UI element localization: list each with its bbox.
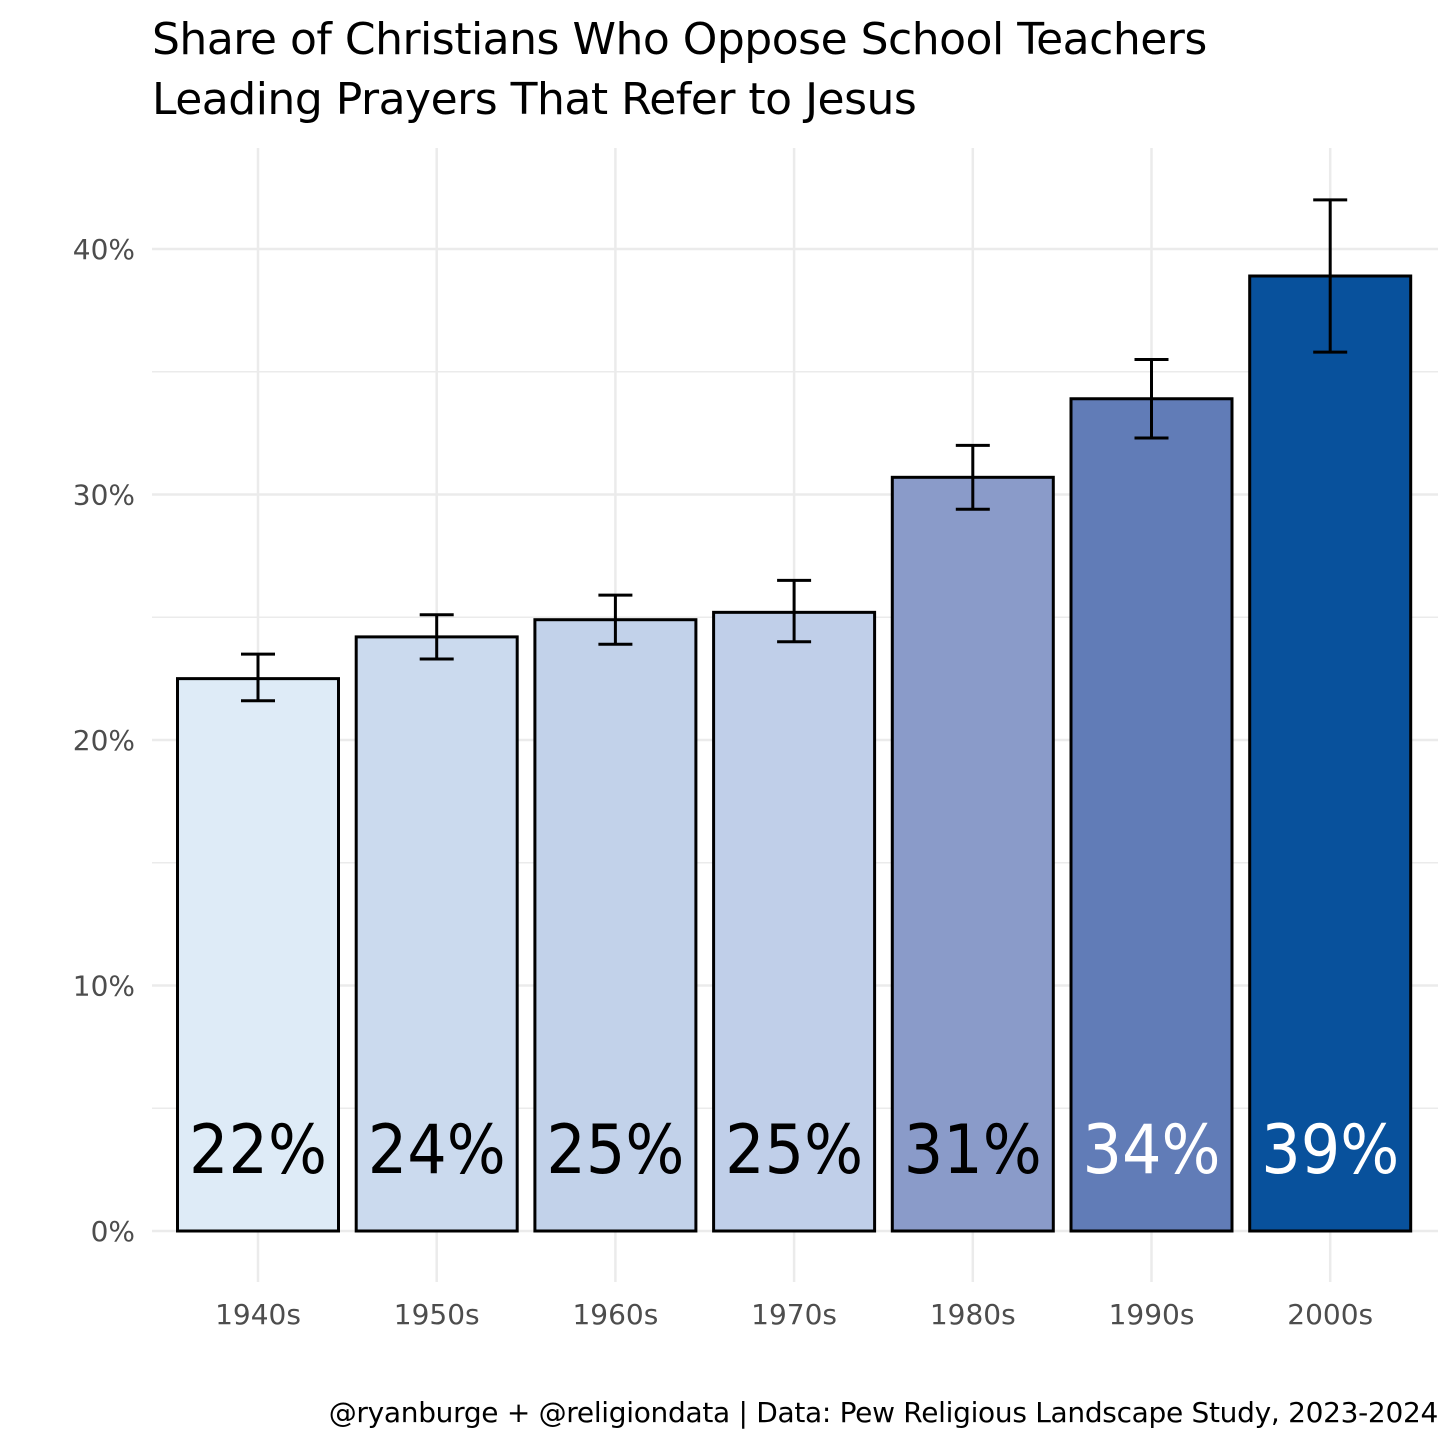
value-label-1950s: 24% <box>368 1111 506 1190</box>
value-label-1940s: 22% <box>189 1111 327 1190</box>
bar-1960s <box>533 618 698 1233</box>
value-labels: 22% 24% 25% 25% 31% 34% 39% <box>189 1111 1399 1190</box>
x-tick-label-1980s: 1980s <box>930 1298 1016 1331</box>
y-axis: 0% 10% 20% 30% 40% <box>73 233 135 1248</box>
x-tick-label-2000s: 2000s <box>1287 1298 1373 1331</box>
x-tick-label-1950s: 1950s <box>394 1298 480 1331</box>
bar-1940s <box>176 677 340 1233</box>
bars <box>176 274 1413 1233</box>
bar-1980s <box>890 475 1055 1233</box>
y-tick-label-4: 40% <box>73 233 135 266</box>
chart-title-line-2: Leading Prayers That Refer to Jesus <box>152 74 917 125</box>
y-tick-label-0: 0% <box>91 1215 135 1248</box>
value-label-1990s: 34% <box>1083 1111 1221 1190</box>
x-tick-label-1960s: 1960s <box>572 1298 658 1331</box>
value-label-1970s: 25% <box>725 1111 863 1190</box>
y-tick-label-2: 20% <box>73 724 135 757</box>
value-label-2000s: 39% <box>1261 1111 1399 1190</box>
error-bars <box>241 198 1348 703</box>
x-tick-label-1940s: 1940s <box>215 1298 301 1331</box>
value-label-1980s: 31% <box>904 1111 1042 1190</box>
x-tick-label-1970s: 1970s <box>751 1298 837 1331</box>
x-tick-label-1990s: 1990s <box>1109 1298 1195 1331</box>
bar-1950s <box>354 635 519 1233</box>
x-axis: 1940s 1950s 1960s 1970s 1980s 1990s 2000s <box>215 1298 1373 1331</box>
bar-2000s <box>1248 274 1413 1233</box>
value-label-1960s: 25% <box>546 1111 684 1190</box>
bar-1990s <box>1069 397 1234 1233</box>
chart-title-line-1: Share of Christians Who Oppose School Te… <box>152 14 1207 65</box>
chart-caption: @ryanburge + @religiondata | Data: Pew R… <box>328 1396 1439 1429</box>
y-tick-label-3: 30% <box>73 479 135 512</box>
y-tick-label-1: 10% <box>73 970 135 1003</box>
